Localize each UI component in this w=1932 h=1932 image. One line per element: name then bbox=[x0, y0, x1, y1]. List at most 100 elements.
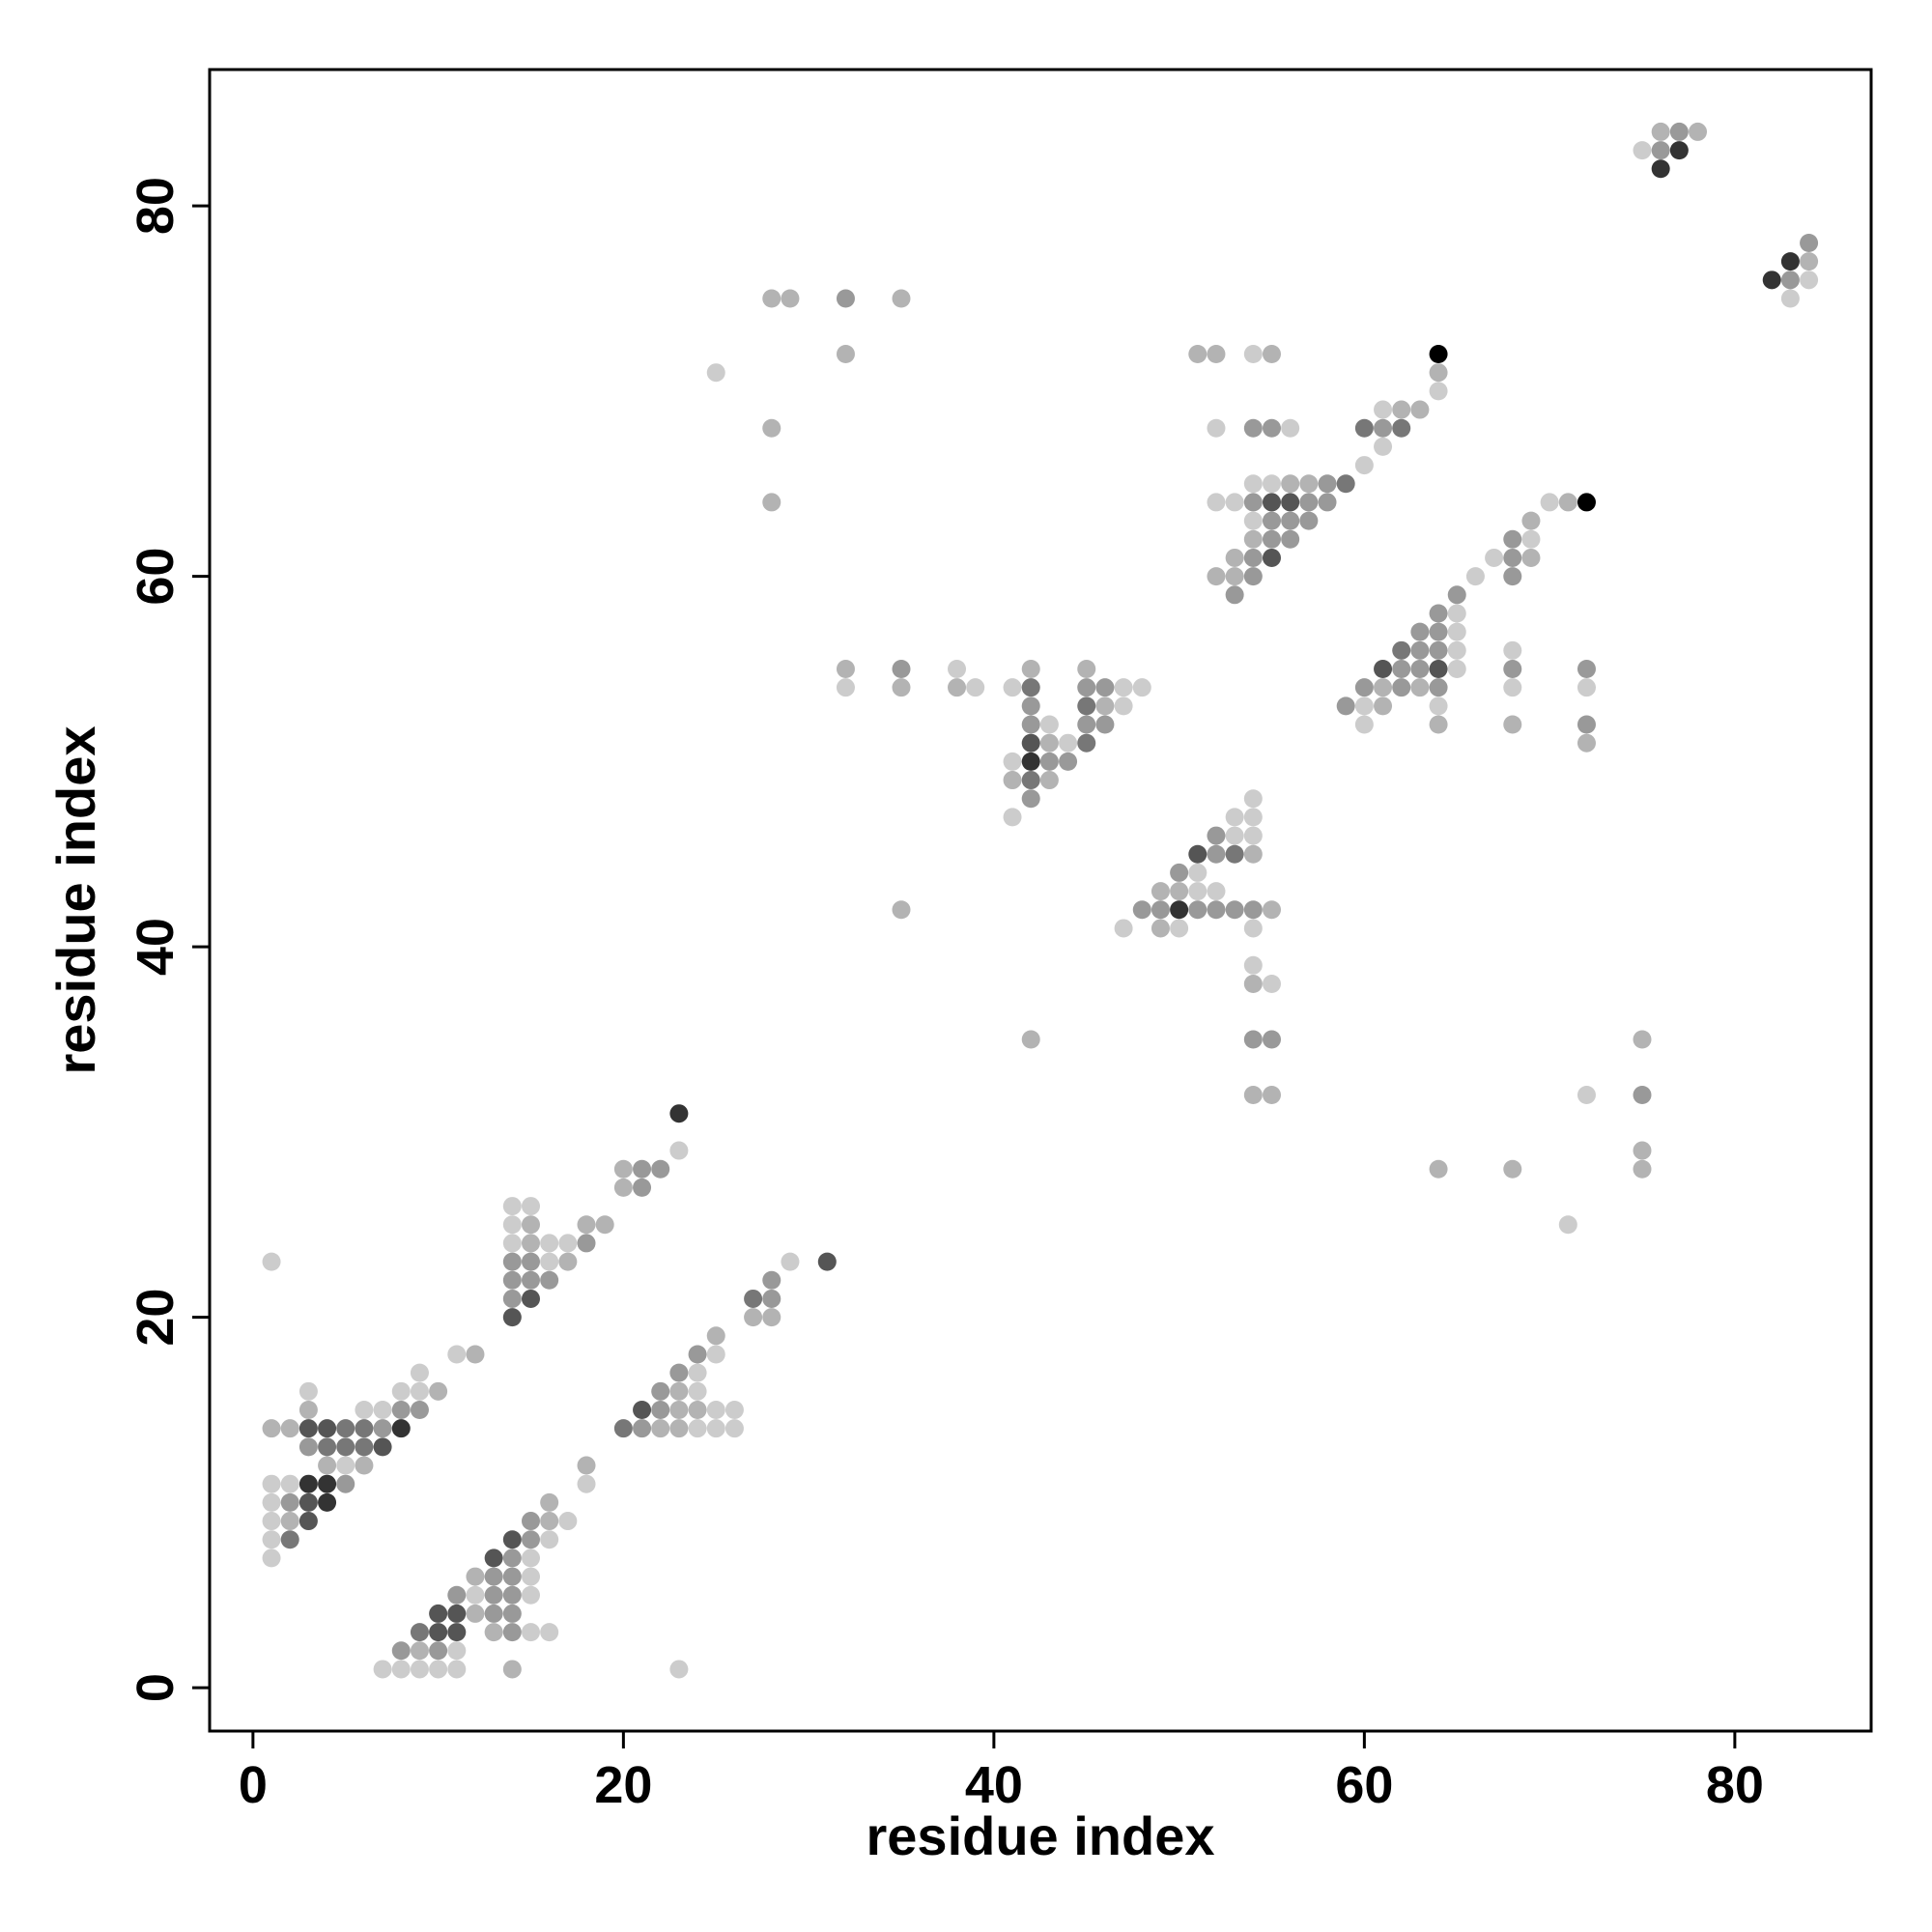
contact-point bbox=[744, 1289, 763, 1308]
contact-point bbox=[836, 289, 855, 308]
contact-point bbox=[1151, 900, 1170, 920]
contact-point bbox=[595, 1215, 614, 1235]
contact-point bbox=[540, 1623, 559, 1642]
contact-point bbox=[781, 289, 800, 308]
contact-point bbox=[1633, 1086, 1652, 1105]
contact-point bbox=[1225, 585, 1244, 605]
contact-point bbox=[447, 1623, 467, 1642]
contact-point bbox=[391, 1419, 411, 1438]
contact-point bbox=[1077, 660, 1096, 679]
contact-point bbox=[1669, 141, 1689, 160]
contact-point bbox=[613, 1419, 633, 1438]
contact-point bbox=[558, 1234, 578, 1253]
contact-point bbox=[1374, 678, 1393, 697]
contact-point bbox=[1188, 863, 1208, 882]
contact-point bbox=[1262, 548, 1281, 567]
contact-point bbox=[355, 1419, 374, 1438]
contact-point bbox=[669, 1381, 689, 1401]
contact-point bbox=[484, 1604, 503, 1623]
x-tick-label: 60 bbox=[1335, 1756, 1393, 1814]
contact-point bbox=[1077, 696, 1096, 716]
contact-point bbox=[688, 1381, 707, 1401]
contact-point bbox=[280, 1492, 299, 1512]
contact-point bbox=[1392, 418, 1411, 438]
contact-point bbox=[280, 1512, 299, 1531]
contact-point bbox=[466, 1604, 485, 1623]
contact-point bbox=[336, 1419, 355, 1438]
contact-point bbox=[410, 1623, 429, 1642]
contact-point bbox=[1374, 418, 1393, 438]
contact-point bbox=[1299, 474, 1319, 494]
contact-point bbox=[1429, 363, 1448, 383]
contact-point bbox=[1207, 882, 1226, 901]
contact-point bbox=[502, 1530, 522, 1549]
contact-point bbox=[651, 1381, 670, 1401]
contact-point bbox=[447, 1641, 467, 1661]
contact-point bbox=[1170, 900, 1189, 920]
contact-point bbox=[502, 1252, 522, 1271]
contact-point bbox=[1243, 1086, 1263, 1105]
contact-point bbox=[410, 1660, 429, 1679]
contact-point bbox=[1132, 678, 1151, 697]
contact-point bbox=[1077, 715, 1096, 734]
contact-point bbox=[1114, 696, 1133, 716]
contact-point bbox=[502, 1289, 522, 1308]
contact-point bbox=[1651, 122, 1670, 141]
contact-point bbox=[391, 1660, 411, 1679]
y-tick-label: 60 bbox=[127, 548, 185, 606]
contact-point bbox=[1021, 1030, 1040, 1049]
contact-point bbox=[1503, 640, 1522, 660]
contact-point bbox=[410, 1641, 429, 1661]
contact-point bbox=[724, 1419, 744, 1438]
contact-point bbox=[355, 1456, 374, 1475]
contact-point bbox=[1633, 1141, 1652, 1160]
contact-point bbox=[892, 660, 911, 679]
contact-point bbox=[1780, 252, 1800, 271]
contact-point bbox=[1225, 900, 1244, 920]
contact-point bbox=[1633, 1159, 1652, 1179]
contact-point bbox=[1521, 548, 1541, 567]
contact-point bbox=[1318, 474, 1337, 494]
contact-point bbox=[502, 1308, 522, 1327]
contact-point bbox=[1558, 1215, 1577, 1235]
contact-point bbox=[669, 1419, 689, 1438]
contact-point bbox=[1021, 678, 1040, 697]
contact-point bbox=[1003, 771, 1022, 790]
contact-point bbox=[1410, 400, 1430, 419]
contact-point bbox=[1207, 900, 1226, 920]
contact-point bbox=[466, 1567, 485, 1586]
contact-point bbox=[521, 1623, 540, 1642]
contact-point bbox=[1207, 493, 1226, 512]
contact-point bbox=[1262, 418, 1281, 438]
contact-point bbox=[1374, 400, 1393, 419]
contact-point bbox=[1762, 270, 1781, 290]
contact-point bbox=[688, 1363, 707, 1382]
contact-point bbox=[1354, 678, 1374, 697]
contact-point bbox=[892, 289, 911, 308]
contact-point bbox=[1243, 418, 1263, 438]
contact-point bbox=[484, 1567, 503, 1586]
contact-point bbox=[1281, 511, 1300, 530]
contact-point bbox=[1207, 418, 1226, 438]
contact-point bbox=[466, 1585, 485, 1605]
contact-point bbox=[1410, 622, 1430, 641]
contact-point bbox=[836, 660, 855, 679]
contact-point bbox=[1039, 771, 1059, 790]
contact-point bbox=[1243, 974, 1263, 993]
contact-point bbox=[706, 363, 725, 383]
contact-point bbox=[1410, 660, 1430, 679]
contact-point bbox=[318, 1437, 337, 1457]
contact-point bbox=[262, 1474, 281, 1493]
contact-point bbox=[298, 1474, 318, 1493]
contact-point bbox=[429, 1641, 448, 1661]
contact-point bbox=[892, 900, 911, 920]
contact-point bbox=[669, 1401, 689, 1420]
contact-point bbox=[484, 1585, 503, 1605]
contact-point bbox=[948, 678, 967, 697]
contact-point bbox=[1262, 529, 1281, 549]
y-tick-label: 0 bbox=[127, 1673, 185, 1702]
contact-point bbox=[1188, 882, 1208, 901]
contact-point bbox=[817, 1252, 837, 1271]
contact-point bbox=[1392, 678, 1411, 697]
contact-point bbox=[1151, 919, 1170, 938]
